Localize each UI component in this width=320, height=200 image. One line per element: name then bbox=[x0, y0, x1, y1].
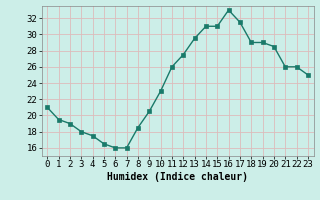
X-axis label: Humidex (Indice chaleur): Humidex (Indice chaleur) bbox=[107, 172, 248, 182]
